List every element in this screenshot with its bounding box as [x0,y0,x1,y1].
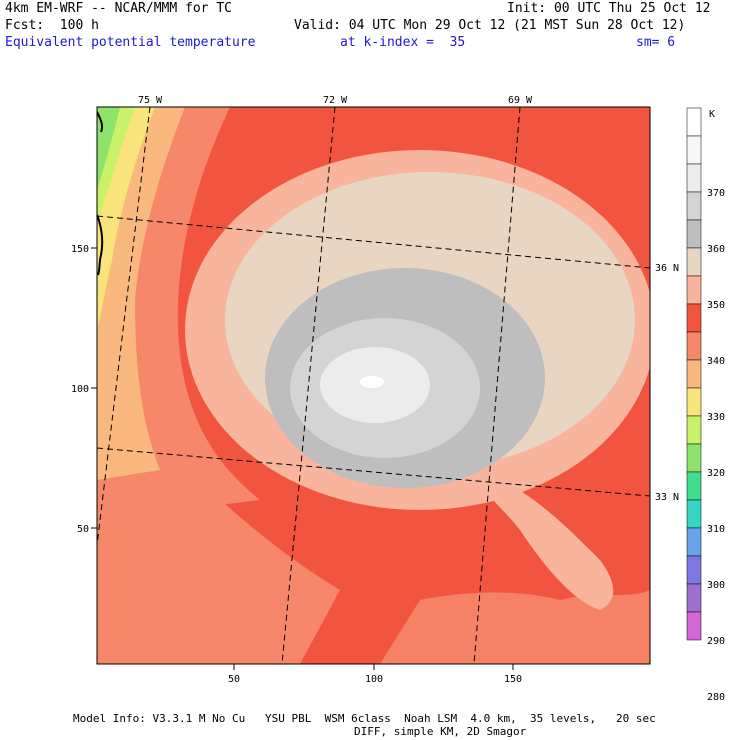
fill-335k-lower [97,480,340,664]
theta-e-field [97,107,650,664]
level-info: at k-index = 35 [340,35,466,50]
lat-label-36n: 36 N [655,263,679,274]
colorbar-swatch [686,555,702,585]
colorbar-swatch [686,415,702,445]
colorbar-swatch [686,387,702,417]
colorbar-swatch [686,583,702,613]
colorbar-swatch [686,527,702,557]
tick-marks [91,247,514,670]
colorbar: 370 360 350 340 330 320 310 300 290 280 [686,107,725,703]
colorbar-swatch [686,135,702,165]
colorbar-swatch [686,107,702,137]
fill-335k-bottom [380,590,650,664]
lon-label-69w: 69 W [508,95,533,106]
colorbar-label: 370 [707,188,725,199]
model-title: 4km EM-WRF -- NCAR/MMM for TC [5,1,232,16]
colorbar-swatch [686,219,702,249]
x-tick-150: 150 [504,674,522,685]
colorbar-unit: K [709,109,715,120]
coastline [97,111,104,276]
y-tick-150: 150 [71,244,89,255]
colorbar-swatch [686,359,702,389]
colorbar-label: 350 [707,300,725,311]
colorbar-swatch [686,499,702,529]
lat-label-33n: 33 N [655,492,679,503]
colorbar-label: 310 [707,524,725,535]
valid-time: Valid: 04 UTC Mon 29 Oct 12 (21 MST Sun … [294,18,686,33]
colorbar-swatch [686,275,702,305]
x-tick-100: 100 [365,674,383,685]
colorbar-label: 320 [707,468,725,479]
model-info: Model Info: V3.3.1 M No Cu YSU PBL WSM 6… [73,712,656,725]
colorbar-swatch [686,191,702,221]
colorbar-label: 340 [707,356,725,367]
fill-345k-tail [470,470,614,610]
colorbar-label: 280 [707,692,725,703]
colorbar-label: 360 [707,244,725,255]
colorbar-swatch [686,303,702,333]
colorbar-swatch [686,611,702,641]
y-tick-100: 100 [71,384,89,395]
smoothing-info: sm= 6 [636,35,676,50]
field-name: Equivalent potential temperature [5,35,256,50]
x-tick-50: 50 [228,674,240,685]
colorbar-swatch [686,443,702,473]
latlon-grid [97,107,650,664]
colorbar-label: 330 [707,412,725,423]
colorbar-swatch [686,331,702,361]
forecast-hour: Fcst: 100 h [5,18,99,33]
fill-370k [360,376,384,388]
colorbar-swatch [686,471,702,501]
colorbar-swatch [686,163,702,193]
lon-label-75w: 75 W [138,95,163,106]
colorbar-label: 300 [707,580,725,591]
init-time: Init: 00 UTC Thu 25 Oct 12 [507,1,711,16]
colorbar-swatch [686,247,702,277]
y-tick-50: 50 [77,524,89,535]
colorbar-label: 290 [707,636,725,647]
model-info-physics: DIFF, simple KM, 2D Smagor [354,725,527,738]
lon-label-72w: 72 W [323,95,348,106]
